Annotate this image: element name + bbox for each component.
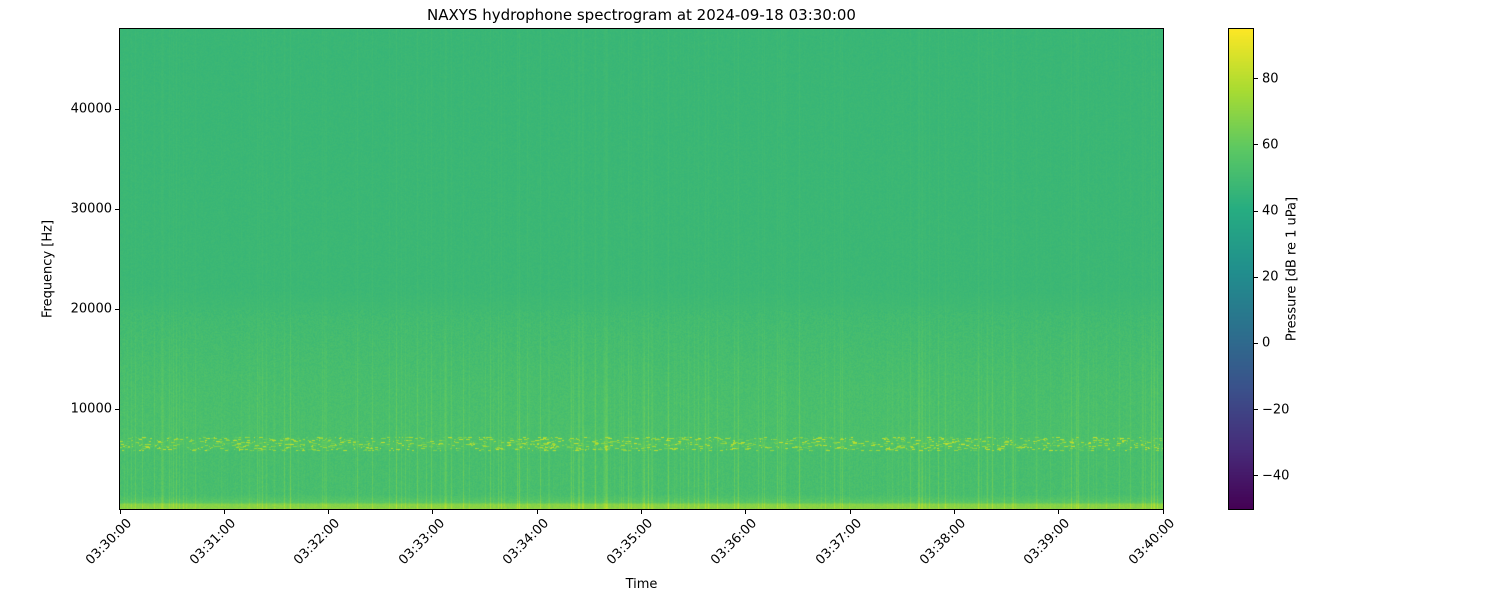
x-tick-label: 03:30:00 xyxy=(82,516,135,568)
colorbar-label: Pressure [dB re 1 uPa] xyxy=(1284,196,1300,342)
y-tick xyxy=(115,108,119,110)
y-tick xyxy=(115,408,119,410)
x-tick-label: 03:33:00 xyxy=(395,516,448,568)
x-tick xyxy=(223,510,225,514)
x-tick-label: 03:39:00 xyxy=(1021,516,1074,568)
colorbar-tick xyxy=(1254,475,1258,477)
x-tick xyxy=(953,510,955,514)
x-axis-label: Time xyxy=(625,577,658,592)
colorbar-tick-label: −20 xyxy=(1262,402,1290,418)
x-tick-label: 03:32:00 xyxy=(291,516,344,568)
x-tick xyxy=(849,510,851,514)
x-tick-label: 03:36:00 xyxy=(708,516,761,568)
x-tick-label: 03:40:00 xyxy=(1125,516,1178,568)
x-tick-label: 03:31:00 xyxy=(187,516,239,568)
colorbar-gradient xyxy=(1229,29,1253,509)
plot-area xyxy=(119,28,1164,510)
colorbar-tick xyxy=(1254,210,1258,212)
x-tick xyxy=(432,510,434,514)
colorbar-tick xyxy=(1254,276,1258,278)
x-tick xyxy=(1058,510,1060,514)
colorbar-tick-label: 20 xyxy=(1262,269,1279,285)
x-tick-label: 03:38:00 xyxy=(917,516,970,568)
y-tick-label: 10000 xyxy=(70,401,112,417)
colorbar-tick-label: 40 xyxy=(1262,203,1279,219)
x-tick xyxy=(745,510,747,514)
x-tick-label: 03:35:00 xyxy=(604,516,657,568)
colorbar-tick xyxy=(1254,78,1258,80)
x-tick-label: 03:34:00 xyxy=(499,516,552,568)
colorbar xyxy=(1228,28,1254,510)
y-tick-label: 30000 xyxy=(70,201,112,217)
colorbar-tick-label: 60 xyxy=(1262,137,1279,153)
spectrogram-heatmap xyxy=(120,29,1163,509)
y-tick xyxy=(115,308,119,310)
x-tick xyxy=(1162,510,1164,514)
y-tick xyxy=(115,208,119,210)
x-tick-label: 03:37:00 xyxy=(812,516,865,568)
x-tick xyxy=(641,510,642,514)
x-tick xyxy=(328,510,330,514)
colorbar-tick-label: 0 xyxy=(1262,335,1271,351)
colorbar-tick-label: −40 xyxy=(1262,468,1290,484)
y-tick-label: 40000 xyxy=(70,101,112,117)
x-tick xyxy=(536,510,538,514)
x-tick xyxy=(119,510,121,514)
y-tick-label: 20000 xyxy=(70,301,112,317)
colorbar-tick xyxy=(1254,144,1258,146)
colorbar-tick xyxy=(1254,342,1258,344)
plot-title: NAXYS hydrophone spectrogram at 2024-09-… xyxy=(427,6,856,24)
colorbar-tick-label: 80 xyxy=(1262,71,1279,87)
colorbar-tick xyxy=(1254,409,1258,411)
